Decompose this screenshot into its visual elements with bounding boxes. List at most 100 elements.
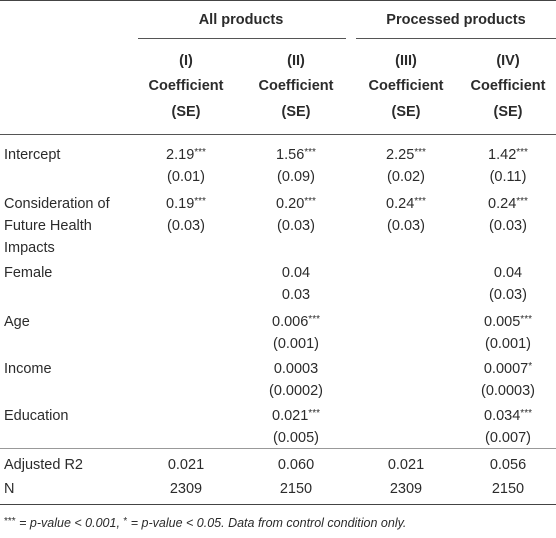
column-label-3: Coefficient (368, 78, 444, 94)
group-underline-all (138, 38, 346, 39)
standard-error-value: (0.03) (277, 218, 315, 234)
coefficient-value: 1.42*** (460, 144, 556, 166)
footnote-stars-2: * (123, 516, 128, 527)
standard-error-value: 0.03 (281, 287, 311, 303)
coefficient-number: 1.56 (276, 147, 305, 163)
coefficient-number: 0.24 (386, 196, 415, 212)
standard-error-value: (0.0002) (268, 383, 323, 399)
coefficient-value: 0.04 (246, 262, 346, 284)
significance-stars: *** (520, 408, 532, 419)
stat-label: Adjusted R2 (4, 457, 83, 473)
coefficient-value: 0.19*** (136, 193, 236, 215)
standard-error-value: (0.03) (489, 218, 527, 234)
significance-stars: *** (304, 147, 316, 158)
significance-stars: *** (414, 196, 426, 207)
coefficient-number: 2.19 (166, 147, 195, 163)
row-label: Education (4, 408, 69, 424)
standard-error-value: (0.005) (273, 430, 319, 446)
column-se-1: (SE) (171, 104, 201, 120)
coefficient-number: 0.006 (272, 314, 309, 330)
row-label: Consideration of (4, 196, 110, 212)
coefficient-value: 0.005*** (460, 311, 556, 333)
row-label: Future Health (4, 218, 92, 234)
group-header-all-products: All products (198, 12, 284, 28)
coefficient-value: 0.034*** (460, 405, 556, 427)
column-se-3: (SE) (391, 104, 421, 120)
stat-value: 2309 (169, 481, 203, 497)
standard-error-value: (0.02) (387, 169, 425, 185)
coefficient-number: 0.0003 (273, 361, 319, 377)
standard-error-value: (0.09) (277, 169, 315, 185)
footnote-text-1: = p-value < 0.001, (15, 516, 124, 530)
coefficient-value: 0.20*** (246, 193, 346, 215)
coefficient-value: 0.04 (460, 262, 556, 284)
stat-value: 2150 (491, 481, 525, 497)
coefficient-number: 1.42 (488, 147, 517, 163)
top-rule (0, 0, 556, 1)
coefficient-number: 0.021 (272, 408, 309, 424)
coefficient-number: 0.005 (484, 314, 521, 330)
column-number-2: (II) (287, 53, 305, 69)
coefficient-value: 2.25*** (356, 144, 456, 166)
stats-rule (0, 448, 556, 449)
coefficient-number: 0.034 (484, 408, 521, 424)
stat-value: 0.021 (167, 457, 205, 473)
row-label: Female (4, 265, 53, 281)
row-label: Age (4, 314, 30, 330)
standard-error-value: (0.03) (387, 218, 425, 234)
significance-stars: *** (414, 147, 426, 158)
column-number-3: (III) (395, 53, 417, 69)
coefficient-number: 0.24 (488, 196, 517, 212)
coefficient-value: 0.24*** (460, 193, 556, 215)
stat-label: N (4, 481, 15, 497)
group-header-processed-products: Processed products (386, 12, 526, 28)
coefficient-number: 0.04 (493, 265, 523, 281)
standard-error-value: (0.03) (167, 218, 205, 234)
coefficient-number: 2.25 (386, 147, 415, 163)
coefficient-value: 1.56*** (246, 144, 346, 166)
significance-stars: *** (194, 196, 206, 207)
standard-error-value: (0.0003) (480, 383, 535, 399)
significance-stars: *** (520, 314, 532, 325)
table-footnote: *** = p-value < 0.001, * = p-value < 0.0… (4, 515, 406, 531)
coefficient-number: 0.20 (276, 196, 305, 212)
standard-error-value: (0.001) (485, 336, 531, 352)
header-rule (0, 134, 556, 135)
stat-value: 2309 (389, 481, 423, 497)
footnote-text-2: = p-value < 0.05. Data from control cond… (127, 516, 407, 530)
coefficient-value: 0.021*** (246, 405, 346, 427)
stat-value: 0.021 (387, 457, 425, 473)
standard-error-value: (0.11) (489, 169, 527, 185)
column-label-2: Coefficient (258, 78, 334, 94)
column-label-4: Coefficient (470, 78, 546, 94)
column-number-4: (IV) (496, 53, 520, 69)
significance-stars: *** (308, 408, 320, 419)
stat-value: 0.056 (489, 457, 527, 473)
significance-stars: *** (308, 314, 320, 325)
significance-stars: *** (516, 147, 528, 158)
group-underline-processed (356, 38, 556, 39)
footnote-stars-1: *** (4, 516, 16, 527)
coefficient-value: 0.006*** (246, 311, 346, 333)
coefficient-number: 0.0007 (483, 361, 529, 377)
coefficient-value: 0.0007* (460, 358, 556, 380)
row-label: Income (4, 361, 52, 377)
standard-error-value: (0.007) (485, 430, 531, 446)
column-number-1: (I) (179, 53, 193, 69)
coefficient-value: 2.19*** (136, 144, 236, 166)
standard-error-value: (0.001) (273, 336, 319, 352)
coefficient-value: 0.0003 (246, 358, 346, 380)
column-label-1: Coefficient (148, 78, 224, 94)
bottom-rule (0, 504, 556, 505)
significance-stars: *** (516, 196, 528, 207)
column-se-2: (SE) (281, 104, 311, 120)
column-se-4: (SE) (493, 104, 523, 120)
stat-value: 2150 (279, 481, 313, 497)
coefficient-number: 0.04 (281, 265, 311, 281)
stat-value: 0.060 (277, 457, 315, 473)
row-label: Intercept (4, 147, 61, 163)
coefficient-value: 0.24*** (356, 193, 456, 215)
significance-stars: *** (194, 147, 206, 158)
significance-stars: * (528, 361, 533, 372)
